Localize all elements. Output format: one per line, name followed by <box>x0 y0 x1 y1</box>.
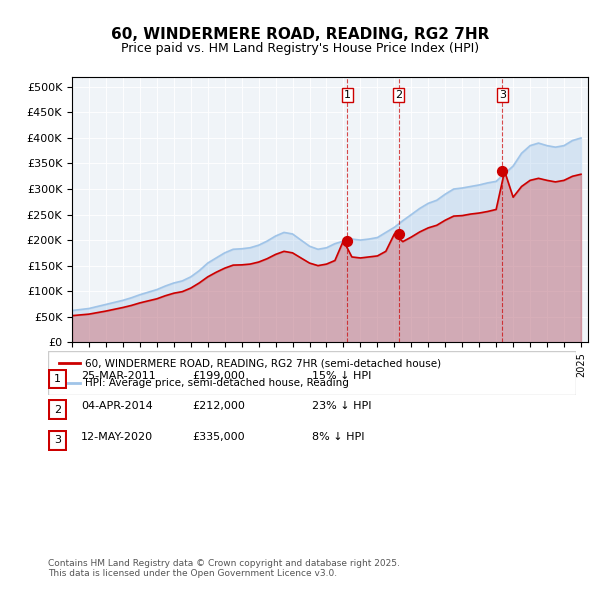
Text: 8% ↓ HPI: 8% ↓ HPI <box>312 432 365 442</box>
Text: Price paid vs. HM Land Registry's House Price Index (HPI): Price paid vs. HM Land Registry's House … <box>121 42 479 55</box>
Text: 60, WINDERMERE ROAD, READING, RG2 7HR (semi-detached house): 60, WINDERMERE ROAD, READING, RG2 7HR (s… <box>85 359 441 368</box>
FancyBboxPatch shape <box>48 351 576 395</box>
Text: 15% ↓ HPI: 15% ↓ HPI <box>312 371 371 381</box>
Text: 2: 2 <box>395 90 402 100</box>
Text: HPI: Average price, semi-detached house, Reading: HPI: Average price, semi-detached house,… <box>85 378 349 388</box>
Text: 04-APR-2014: 04-APR-2014 <box>81 401 153 411</box>
Text: £199,000: £199,000 <box>192 371 245 381</box>
Point <box>394 230 403 239</box>
Text: £335,000: £335,000 <box>192 432 245 442</box>
FancyBboxPatch shape <box>49 401 66 419</box>
Text: 1: 1 <box>344 90 351 100</box>
Point <box>343 236 352 245</box>
FancyBboxPatch shape <box>49 431 66 450</box>
Text: 1: 1 <box>54 374 61 384</box>
Point <box>497 166 507 176</box>
Text: 25-MAR-2011: 25-MAR-2011 <box>81 371 156 381</box>
Text: 23% ↓ HPI: 23% ↓ HPI <box>312 401 371 411</box>
Text: £212,000: £212,000 <box>192 401 245 411</box>
Text: 3: 3 <box>499 90 506 100</box>
Text: 2: 2 <box>54 405 61 415</box>
Text: Contains HM Land Registry data © Crown copyright and database right 2025.
This d: Contains HM Land Registry data © Crown c… <box>48 559 400 578</box>
Text: 60, WINDERMERE ROAD, READING, RG2 7HR: 60, WINDERMERE ROAD, READING, RG2 7HR <box>111 27 489 41</box>
FancyBboxPatch shape <box>49 370 66 388</box>
Text: 3: 3 <box>54 435 61 445</box>
Text: 12-MAY-2020: 12-MAY-2020 <box>81 432 153 442</box>
